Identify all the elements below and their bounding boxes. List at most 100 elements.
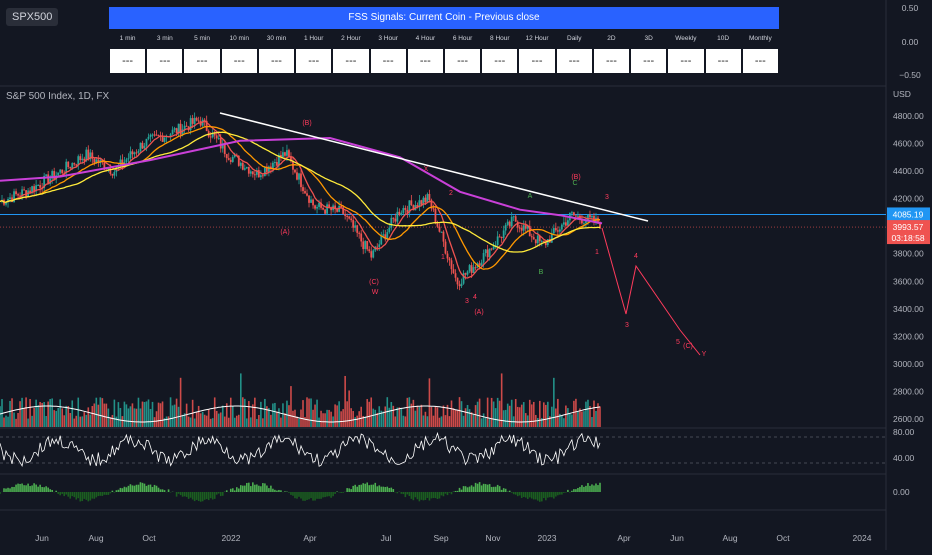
fss-signal-value: --- [184,49,219,73]
candle-body [322,208,324,210]
volume-bar [3,417,5,427]
oscillator-bar [479,482,481,492]
volume-bar [340,411,342,427]
volume-bar [130,406,132,427]
oscillator-bar [124,487,126,492]
volume-bar [73,419,75,427]
candle-body [284,152,286,156]
candle-body [71,163,73,168]
oscillator-bar [290,492,292,495]
oscillator-bar [194,492,196,501]
time-axis-label: Jul [381,533,392,543]
candle-body [376,247,378,248]
symbol-badge[interactable]: SPX500 [6,8,58,26]
oscillator-bar [108,492,110,495]
volume-bar [194,418,196,427]
candle-body [453,269,455,273]
volume-bar [475,405,477,427]
candle-body [449,258,451,260]
oscillator-bar [441,492,443,495]
volume-bar [154,417,156,427]
oscillator-bar [85,492,87,500]
oscillator-bar [222,492,224,496]
oscillator-bar [391,488,393,492]
oscillator-bar [585,486,587,492]
oscillator-bar [31,485,33,492]
volume-bar [589,406,591,427]
oscillator-bar [274,490,276,492]
volume-bar [94,403,96,427]
oscillator-bar [75,492,77,500]
volume-bar [234,418,236,427]
candle-body [427,194,429,202]
candle-body [59,170,61,173]
candle-body [134,152,136,154]
volume-bar [162,401,164,427]
oscillator-bar [551,492,553,497]
volume-bar [553,378,555,427]
fss-signal-value: --- [557,49,592,73]
wave-label-red: (C) [683,343,693,350]
oscillator-bar [336,491,338,492]
volume-bar [503,410,505,427]
oscillator-bar [419,492,421,501]
oscillator-bar [312,492,314,501]
candle-body [455,273,457,278]
oscillator-bar [300,492,302,499]
volume-bar [429,378,431,427]
volume-bar [505,410,507,427]
volume-bar [485,418,487,427]
volume-bar [477,402,479,427]
time-axis-label: Jun [35,533,49,543]
oscillator-bar [118,490,120,492]
candle-body [140,143,142,151]
horizontal-level-tag: 4085.19 [893,209,924,219]
candle-body [475,267,477,268]
volume-bar [166,416,168,427]
volume-bar [350,408,352,427]
oscillator-bar [188,492,190,499]
volume-bar [146,401,148,427]
candle-body [230,160,232,162]
price-axis-label: 3400.00 [893,304,924,314]
volume-bar [240,373,242,427]
oscillator-bar [593,485,595,492]
candle-body [216,135,218,138]
volume-bar [561,415,563,427]
oscillator-bar [240,485,242,492]
volume-bar [483,413,485,427]
candle-body [73,163,75,164]
volume-bar [308,399,310,427]
volume-bar [168,416,170,427]
volume-bar [306,397,308,427]
candle-body [561,225,563,230]
fss-timeframe-label: 3 min [146,29,183,49]
volume-bar [280,418,282,427]
oscillator-bar [130,484,132,492]
oscillator-bar [262,483,264,492]
oscillator-bar [202,492,204,501]
candle-body [503,230,505,237]
volume-bar [90,415,92,427]
candle-body [113,172,115,176]
volume-bar [224,417,226,427]
candle-body [439,227,441,232]
oscillator-bar [230,489,232,492]
candle-body [111,174,113,176]
fss-timeframe-label: 5 min [183,29,220,49]
volume-bar [248,401,250,427]
candle-body [210,137,212,138]
oscillator-bar [238,488,240,492]
volume-bar [77,398,79,427]
oscillator-bar [94,492,96,499]
oscillator-bar [298,492,300,497]
volume-bar [591,417,593,427]
oscillator-bar [565,492,567,493]
oscillator-bar [445,492,447,494]
wave-label-green: C [572,180,577,187]
volume-bar [336,405,338,427]
oscillator-bar [457,491,459,492]
volume-bar [577,412,579,427]
